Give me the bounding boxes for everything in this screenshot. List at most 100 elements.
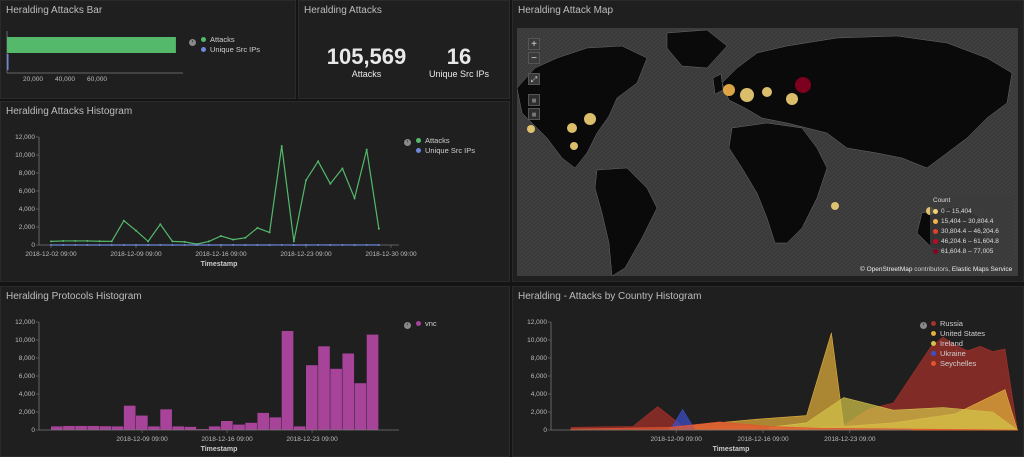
- bar-vnc[interactable]: [196, 429, 209, 430]
- data-point[interactable]: [195, 243, 198, 246]
- legend-toggle-icon[interactable]: ›: [404, 139, 411, 146]
- data-point[interactable]: [232, 238, 235, 241]
- legend-item-russia[interactable]: Russia: [931, 318, 985, 328]
- zoom-in-button[interactable]: +: [528, 38, 540, 50]
- bar-vnc[interactable]: [245, 422, 257, 430]
- data-point[interactable]: [62, 239, 65, 242]
- bar-vnc[interactable]: [269, 417, 282, 430]
- data-point[interactable]: [353, 197, 356, 200]
- data-point[interactable]: [280, 145, 283, 147]
- legend-item-unique[interactable]: Unique Src IPs: [201, 44, 260, 54]
- bar-vnc[interactable]: [99, 426, 112, 430]
- data-point[interactable]: [135, 243, 137, 246]
- legend-item-united-states[interactable]: United States: [931, 328, 985, 338]
- area-ireland[interactable]: [769, 397, 1019, 431]
- bar-vnc[interactable]: [87, 425, 100, 430]
- bar-vnc[interactable]: [148, 426, 160, 430]
- bar-vnc[interactable]: [366, 334, 379, 430]
- data-point[interactable]: [305, 243, 307, 246]
- data-point[interactable]: [122, 243, 125, 246]
- legend-toggle-icon[interactable]: ›: [404, 322, 411, 329]
- legend-item-ukraine[interactable]: Ukraine: [931, 348, 985, 358]
- data-point[interactable]: [317, 160, 320, 163]
- data-point[interactable]: [147, 240, 150, 243]
- bar-vnc[interactable]: [111, 426, 124, 430]
- data-point[interactable]: [244, 243, 247, 246]
- draw-rect-icon[interactable]: ■: [528, 108, 540, 120]
- legend-toggle-icon[interactable]: ›: [189, 39, 196, 46]
- data-point[interactable]: [135, 229, 137, 232]
- data-point[interactable]: [341, 243, 344, 246]
- legend-toggle-icon[interactable]: ›: [920, 322, 927, 329]
- bar-vnc[interactable]: [342, 353, 355, 431]
- data-point[interactable]: [86, 239, 89, 242]
- data-point[interactable]: [365, 148, 368, 151]
- bar-vnc[interactable]: [281, 331, 294, 430]
- data-point[interactable]: [74, 239, 77, 242]
- map-point[interactable]: [740, 88, 754, 102]
- data-point[interactable]: [74, 243, 77, 246]
- data-point[interactable]: [110, 243, 113, 246]
- area-russia[interactable]: [570, 336, 1018, 431]
- data-point[interactable]: [280, 243, 283, 246]
- map-point[interactable]: [584, 113, 596, 125]
- bar-vnc[interactable]: [136, 415, 148, 430]
- area-seychelles[interactable]: [570, 421, 1018, 431]
- data-point[interactable]: [98, 243, 101, 246]
- map-point[interactable]: [570, 142, 578, 150]
- data-point[interactable]: [268, 231, 271, 234]
- data-point[interactable]: [171, 240, 174, 243]
- map-point[interactable]: [831, 202, 839, 210]
- data-point[interactable]: [159, 223, 162, 226]
- data-point[interactable]: [86, 243, 89, 246]
- map-point[interactable]: [567, 123, 577, 133]
- data-point[interactable]: [292, 243, 295, 246]
- draw-shape-icon[interactable]: ■: [528, 94, 540, 106]
- data-point[interactable]: [244, 236, 247, 239]
- data-point[interactable]: [377, 227, 380, 230]
- data-point[interactable]: [50, 243, 52, 246]
- data-point[interactable]: [207, 243, 210, 246]
- legend-item-unique[interactable]: Unique Src IPs: [416, 145, 475, 155]
- data-point[interactable]: [256, 243, 259, 246]
- data-point[interactable]: [207, 240, 210, 243]
- bar-vnc[interactable]: [306, 365, 318, 430]
- bar-vnc[interactable]: [233, 424, 245, 430]
- data-point[interactable]: [122, 219, 125, 222]
- map-point[interactable]: [527, 125, 535, 133]
- data-point[interactable]: [329, 182, 332, 185]
- data-point[interactable]: [317, 243, 320, 246]
- bar-vnc[interactable]: [221, 421, 233, 430]
- legend-item-seychelles[interactable]: Seychelles: [931, 358, 985, 368]
- bar-vnc[interactable]: [172, 426, 185, 430]
- legend-item-attacks[interactable]: Attacks: [201, 34, 260, 44]
- data-point[interactable]: [171, 243, 174, 246]
- data-point[interactable]: [62, 243, 65, 246]
- bar-vnc[interactable]: [330, 368, 342, 430]
- bar-vnc[interactable]: [160, 409, 172, 430]
- data-point[interactable]: [183, 240, 186, 243]
- map-point[interactable]: [723, 84, 735, 96]
- map-point[interactable]: [786, 93, 798, 105]
- data-point[interactable]: [220, 235, 222, 237]
- bar-vnc[interactable]: [293, 426, 306, 430]
- fit-bounds-icon[interactable]: ⤢: [528, 73, 540, 85]
- data-point[interactable]: [159, 243, 162, 246]
- data-point[interactable]: [220, 243, 222, 246]
- data-point[interactable]: [256, 226, 259, 229]
- bar-vnc[interactable]: [75, 425, 87, 430]
- data-point[interactable]: [341, 167, 344, 170]
- bar-vnc[interactable]: [123, 405, 136, 430]
- bar-vnc[interactable]: [354, 383, 367, 430]
- map-point[interactable]: [795, 77, 811, 93]
- data-point[interactable]: [98, 240, 101, 243]
- legend-item-vnc[interactable]: vnc: [416, 318, 437, 328]
- bar-vnc[interactable]: [184, 426, 197, 430]
- zoom-out-button[interactable]: −: [528, 52, 540, 64]
- legend-item-ireland[interactable]: Ireland: [931, 338, 985, 348]
- bar-vnc[interactable]: [257, 412, 270, 430]
- data-point[interactable]: [377, 243, 380, 246]
- map-point[interactable]: [762, 87, 772, 97]
- data-point[interactable]: [353, 243, 356, 246]
- data-point[interactable]: [365, 243, 368, 246]
